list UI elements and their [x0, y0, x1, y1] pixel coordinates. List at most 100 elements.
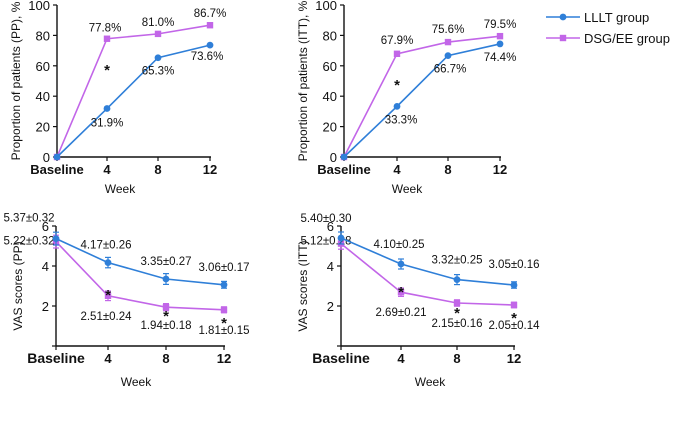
dsg-data-point [220, 306, 228, 313]
dsg-data-point [103, 35, 111, 42]
legend: LLLT group DSG/EE group [546, 10, 670, 46]
dsg-data-point [453, 299, 461, 307]
lllt-data-point [337, 234, 345, 242]
y-tick-label: 80 [323, 28, 337, 43]
dsg-data-point [162, 304, 170, 311]
x-tick-label: 8 [154, 162, 161, 177]
data-label: 5.22±0.32 [3, 236, 54, 248]
significance-star: * [105, 287, 111, 304]
dsg-data-point [393, 50, 401, 57]
data-label: 1.81±0.15 [198, 325, 249, 337]
y-tick-label: 4 [42, 259, 49, 274]
x-tick-label: 12 [217, 351, 231, 366]
lllt-series-line [343, 43, 501, 158]
lllt-data-point [53, 153, 61, 161]
data-label: 65.3% [142, 66, 175, 78]
y-tick-label: 6 [327, 219, 334, 234]
y-tick-label: 0 [43, 150, 50, 165]
y-tick-label: 40 [323, 89, 337, 104]
significance-star: * [511, 310, 517, 327]
x-tick-label: 8 [453, 351, 460, 366]
chart-panel-2: 0 20 40 60 80 100 Baseline 4 8 12 Week Proportion o… [296, 0, 516, 196]
x-tick-label: 12 [493, 162, 507, 177]
significance-star: * [104, 62, 110, 79]
data-label: 5.37±0.32 [3, 213, 54, 225]
data-label: 81.0% [142, 17, 175, 29]
y-tick-label: 100 [28, 0, 50, 13]
y-axis-label: VAS scores (PP) [11, 241, 25, 330]
y-tick-label: 60 [323, 59, 337, 74]
y-tick-label: 20 [36, 120, 50, 135]
y-axis-label: Proportion of patients (ITT), % [296, 0, 310, 161]
data-label: 5.40±0.30 [300, 213, 351, 225]
dsg-data-point [510, 301, 518, 309]
x-tick-label: 4 [104, 351, 112, 366]
data-label: 4.10±0.25 [373, 239, 424, 251]
y-tick-label: 4 [327, 259, 334, 274]
y-tick-label: 100 [315, 0, 337, 13]
dsg-series-line [56, 24, 211, 158]
x-tick-label: Baseline [30, 162, 83, 177]
dsg-data-point [206, 22, 214, 29]
chart-panel-1: 0 20 40 60 80 100 Baseline 4 8 12 Week Proportion o… [9, 0, 226, 196]
y-tick-label: 80 [36, 28, 50, 43]
significance-star: * [454, 305, 460, 322]
x-tick-label: Baseline [27, 350, 85, 366]
lllt-data-point [444, 52, 452, 60]
data-label: 73.6% [191, 51, 224, 63]
legend-label: DSG/EE group [584, 31, 670, 46]
dsg-data-point [154, 30, 162, 38]
data-label: 4.17±0.26 [80, 240, 131, 252]
y-tick-label: 60 [36, 59, 50, 74]
x-tick-label: Baseline [312, 350, 370, 366]
lllt-data-point [496, 40, 504, 48]
lllt-data-point [340, 153, 348, 161]
lllt-series-line [55, 237, 225, 286]
data-label: 2.69±0.21 [375, 307, 426, 319]
lllt-data-point [393, 102, 401, 110]
legend-marker [559, 34, 567, 42]
dsg-data-point [496, 32, 504, 40]
y-tick-label: 0 [330, 150, 337, 165]
data-label: 86.7% [194, 8, 227, 20]
y-tick-label: 2 [327, 299, 334, 314]
x-tick-label: Baseline [317, 162, 370, 177]
data-label: 3.06±0.17 [198, 262, 249, 274]
dsg-series-line [340, 242, 515, 306]
y-tick-label: 6 [42, 219, 49, 234]
x-tick-label: 12 [507, 351, 521, 366]
data-label: 79.5% [484, 19, 517, 31]
data-label: 74.4% [484, 52, 517, 64]
data-label: 3.32±0.25 [431, 255, 482, 267]
lllt-data-point [52, 235, 60, 243]
data-label: 3.05±0.16 [488, 259, 539, 271]
lllt-data-point [220, 281, 228, 289]
x-tick-label: 4 [103, 162, 111, 177]
lllt-data-point [453, 276, 461, 283]
significance-star: * [398, 284, 404, 301]
legend-marker [559, 13, 567, 21]
x-tick-label: 8 [444, 162, 451, 177]
legend-item: LLLT group [546, 10, 649, 25]
x-tick-label: 4 [397, 351, 405, 366]
lllt-data-point [154, 54, 162, 62]
x-axis-label: Week [105, 182, 136, 196]
dsg-data-point [444, 38, 452, 46]
data-label: 33.3% [385, 114, 418, 126]
data-label: 31.9% [91, 118, 124, 130]
significance-star: * [394, 77, 400, 94]
data-label: 66.7% [434, 64, 467, 76]
legend-label: LLLT group [584, 10, 649, 25]
lllt-series-line [56, 44, 211, 158]
lllt-series-line [340, 237, 515, 286]
x-axis-label: Week [392, 182, 423, 196]
data-label: 67.9% [381, 35, 414, 47]
lllt-data-point [397, 260, 405, 268]
data-label: 1.94±0.18 [140, 320, 191, 332]
y-tick-label: 20 [323, 120, 337, 135]
lllt-data-point [510, 281, 518, 289]
lllt-data-point [104, 259, 112, 266]
data-label: 2.05±0.14 [488, 320, 540, 332]
